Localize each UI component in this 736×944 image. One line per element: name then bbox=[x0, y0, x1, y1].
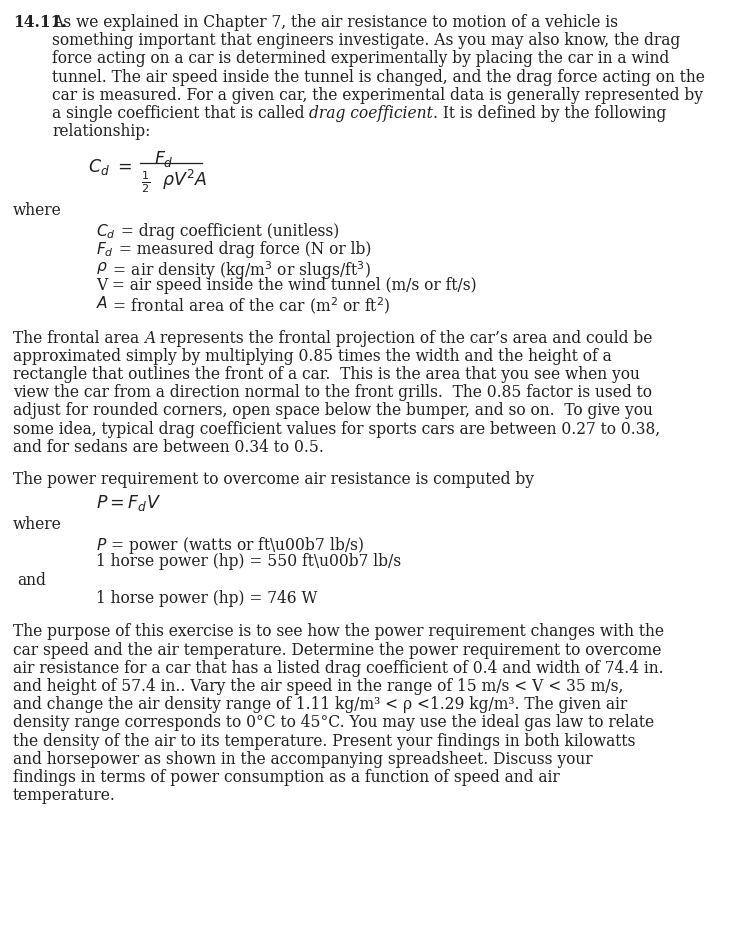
Text: $F_d$: $F_d$ bbox=[154, 149, 174, 169]
Text: temperature.: temperature. bbox=[13, 786, 116, 803]
Text: 1 horse power (hp) = 550 ft\u00b7 lb/s: 1 horse power (hp) = 550 ft\u00b7 lb/s bbox=[96, 552, 401, 569]
Text: a single coefficient that is called: a single coefficient that is called bbox=[52, 105, 309, 122]
Text: $P = F_d V$: $P = F_d V$ bbox=[96, 493, 161, 513]
Text: = measured drag force (N or lb): = measured drag force (N or lb) bbox=[114, 241, 371, 258]
Text: $P$ = power (watts or ft\u00b7 lb/s): $P$ = power (watts or ft\u00b7 lb/s) bbox=[96, 534, 364, 555]
Text: $A$: $A$ bbox=[96, 295, 108, 312]
Text: 1 horse power (hp) = 746 W: 1 horse power (hp) = 746 W bbox=[96, 590, 317, 607]
Text: car speed and the air temperature. Determine the power requirement to overcome: car speed and the air temperature. Deter… bbox=[13, 641, 662, 658]
Text: and horsepower as shown in the accompanying spreadsheet. Discuss your: and horsepower as shown in the accompany… bbox=[13, 750, 592, 767]
Text: density range corresponds to 0°C to 45°C. You may use the ideal gas law to relat: density range corresponds to 0°C to 45°C… bbox=[13, 714, 654, 731]
Text: car is measured. For a given car, the experimental data is generally represented: car is measured. For a given car, the ex… bbox=[52, 87, 703, 104]
Text: = air speed inside the wind tunnel (m/s or ft/s): = air speed inside the wind tunnel (m/s … bbox=[107, 277, 477, 294]
Text: and for sedans are between 0.34 to 0.5.: and for sedans are between 0.34 to 0.5. bbox=[13, 438, 324, 455]
Text: rectangle that outlines the front of a car.  This is the area that you see when : rectangle that outlines the front of a c… bbox=[13, 365, 640, 382]
Text: and change the air density range of 1.11 kg/m³ < ρ <1.29 kg/m³. The given air: and change the air density range of 1.11… bbox=[13, 696, 627, 713]
Text: findings in terms of power consumption as a function of speed and air: findings in terms of power consumption a… bbox=[13, 768, 560, 785]
Text: As we explained in Chapter 7, the air resistance to motion of a vehicle is: As we explained in Chapter 7, the air re… bbox=[52, 14, 618, 31]
Text: $\frac{1}{2}$: $\frac{1}{2}$ bbox=[141, 169, 150, 195]
Text: and height of 57.4 in.. Vary the air speed in the range of 15 m/s < V < 35 m/s,: and height of 57.4 in.. Vary the air spe… bbox=[13, 677, 623, 694]
Text: relationship:: relationship: bbox=[52, 123, 150, 140]
Text: tunnel. The air speed inside the tunnel is changed, and the drag force acting on: tunnel. The air speed inside the tunnel … bbox=[52, 69, 705, 86]
Text: some idea, typical drag coefficient values for sports cars are between 0.27 to 0: some idea, typical drag coefficient valu… bbox=[13, 420, 660, 437]
Text: air resistance for a car that has a listed drag coefficient of 0.4 and width of : air resistance for a car that has a list… bbox=[13, 659, 664, 676]
Text: 14.11.: 14.11. bbox=[13, 14, 67, 31]
Text: the density of the air to its temperature. Present your findings in both kilowat: the density of the air to its temperatur… bbox=[13, 732, 635, 749]
Text: view the car from a direction normal to the front grills.  The 0.85 factor is us: view the car from a direction normal to … bbox=[13, 384, 652, 401]
Text: adjust for rounded corners, open space below the bumper, and so on.  To give you: adjust for rounded corners, open space b… bbox=[13, 402, 653, 419]
Text: something important that engineers investigate. As you may also know, the drag: something important that engineers inves… bbox=[52, 32, 680, 49]
Text: $C_d\ =$: $C_d\ =$ bbox=[88, 158, 132, 177]
Text: $C_d$: $C_d$ bbox=[96, 223, 116, 241]
Text: The purpose of this exercise is to see how the power requirement changes with th: The purpose of this exercise is to see h… bbox=[13, 623, 664, 640]
Text: = frontal area of the car (m$^2$ or ft$^2$): = frontal area of the car (m$^2$ or ft$^… bbox=[108, 295, 391, 316]
Text: V: V bbox=[96, 277, 107, 294]
Text: where: where bbox=[13, 202, 62, 219]
Text: The frontal area: The frontal area bbox=[13, 329, 144, 346]
Text: approximated simply by multiplying 0.85 times the width and the height of a: approximated simply by multiplying 0.85 … bbox=[13, 347, 612, 364]
Text: The power requirement to overcome air resistance is computed by: The power requirement to overcome air re… bbox=[13, 470, 534, 487]
Text: = drag coefficient (unitless): = drag coefficient (unitless) bbox=[116, 223, 339, 240]
Text: and: and bbox=[17, 571, 46, 588]
Text: $\rho V^2 A$: $\rho V^2 A$ bbox=[162, 168, 207, 193]
Text: drag coefficient: drag coefficient bbox=[309, 105, 434, 122]
Text: where: where bbox=[13, 515, 62, 532]
Text: force acting on a car is determined experimentally by placing the car in a wind: force acting on a car is determined expe… bbox=[52, 50, 669, 67]
Text: A: A bbox=[144, 329, 155, 346]
Text: $\rho$: $\rho$ bbox=[96, 259, 107, 276]
Text: = air density (kg/m$^3$ or slugs/ft$^3$): = air density (kg/m$^3$ or slugs/ft$^3$) bbox=[107, 259, 370, 281]
Text: represents the frontal projection of the car’s area and could be: represents the frontal projection of the… bbox=[155, 329, 653, 346]
Text: . It is defined by the following: . It is defined by the following bbox=[434, 105, 667, 122]
Text: $F_d$: $F_d$ bbox=[96, 241, 114, 260]
